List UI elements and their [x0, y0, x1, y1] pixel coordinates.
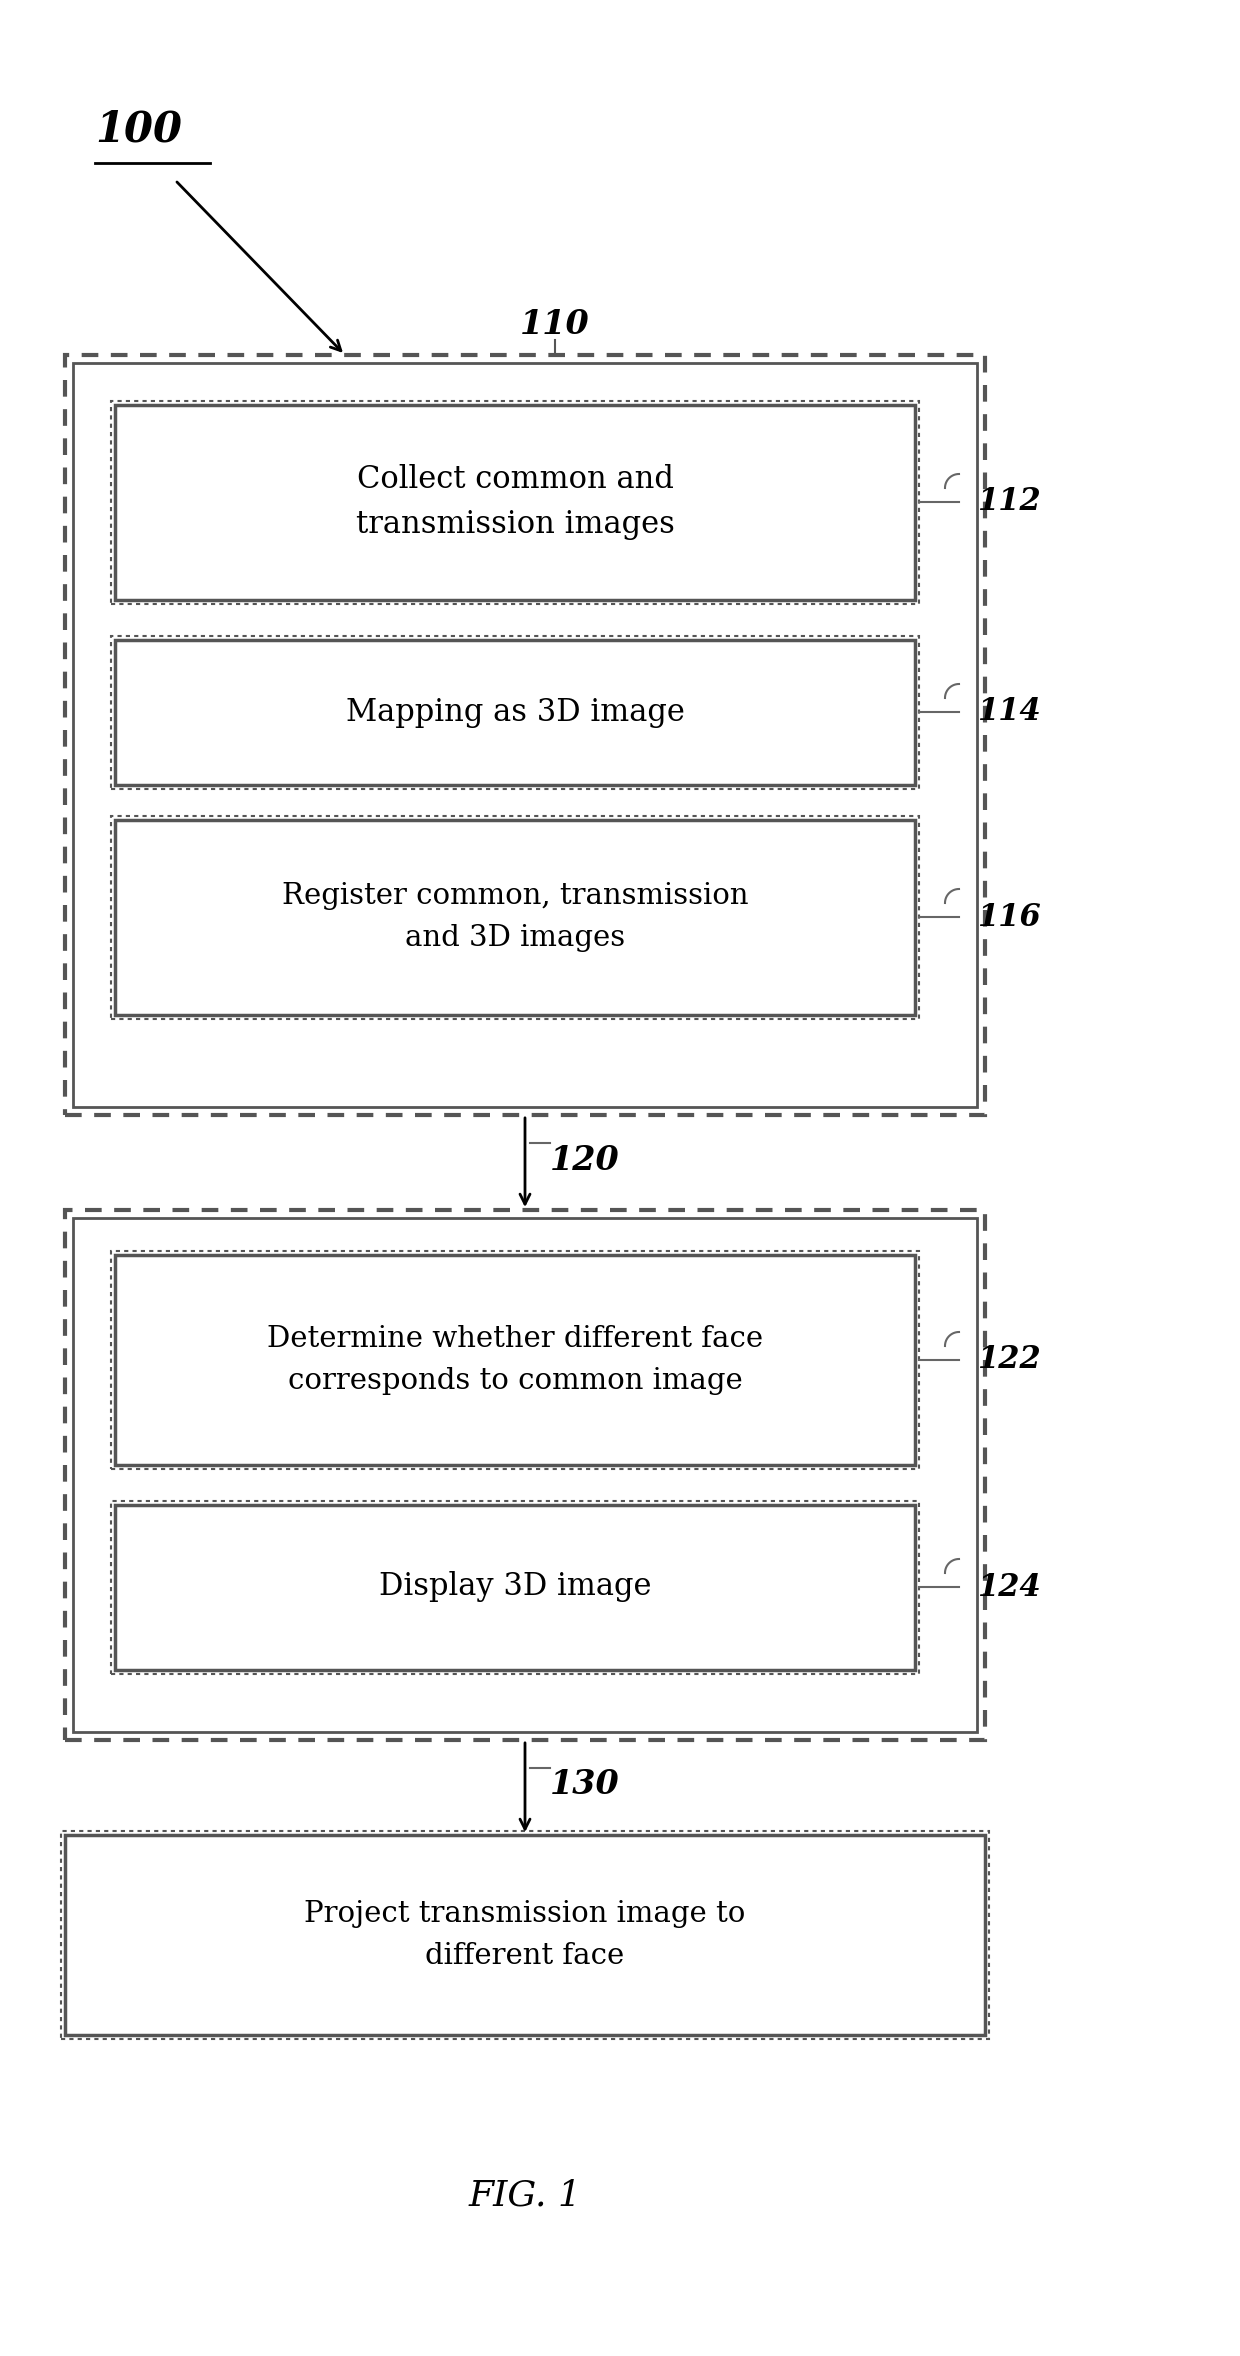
Text: 120: 120	[551, 1143, 620, 1176]
Text: Mapping as 3D image: Mapping as 3D image	[346, 697, 684, 728]
Text: Project transmission image to
different face: Project transmission image to different …	[304, 1901, 745, 1970]
Text: Display 3D image: Display 3D image	[378, 1571, 651, 1602]
Bar	[115, 405, 915, 601]
Text: 112: 112	[977, 485, 1040, 518]
Text: 116: 116	[977, 902, 1040, 933]
Bar	[73, 363, 977, 1107]
Text: 124: 124	[977, 1571, 1040, 1602]
Bar	[112, 1251, 919, 1470]
Text: 100: 100	[95, 108, 182, 151]
Bar	[112, 636, 919, 789]
Text: 114: 114	[977, 697, 1040, 728]
Bar	[61, 1831, 990, 2038]
Text: Register common, transmission
and 3D images: Register common, transmission and 3D ima…	[281, 884, 748, 952]
Bar	[115, 1256, 915, 1465]
Bar	[64, 1835, 985, 2036]
Text: Determine whether different face
corresponds to common image: Determine whether different face corresp…	[267, 1326, 763, 1395]
Text: 122: 122	[977, 1345, 1040, 1376]
Bar	[112, 815, 919, 1020]
Text: 130: 130	[551, 1769, 620, 1802]
Bar	[115, 1505, 915, 1670]
Bar	[115, 641, 915, 785]
Text: 110: 110	[520, 309, 590, 342]
Bar	[112, 1501, 919, 1675]
Text: FIG. 1: FIG. 1	[469, 2177, 582, 2212]
Bar	[64, 356, 985, 1114]
Bar	[73, 1218, 977, 1732]
Text: Collect common and
transmission images: Collect common and transmission images	[356, 464, 675, 540]
Bar	[64, 1211, 985, 1741]
Bar	[112, 401, 919, 603]
Bar	[115, 820, 915, 1015]
